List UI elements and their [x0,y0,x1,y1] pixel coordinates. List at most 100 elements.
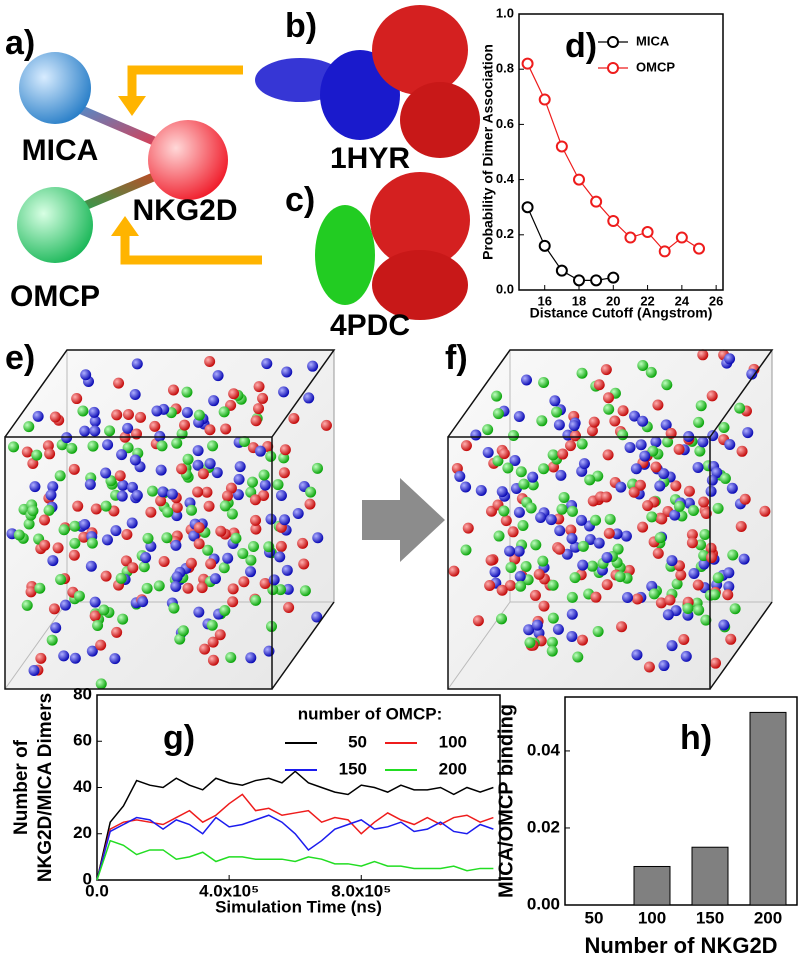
particle [232,489,244,501]
particle [485,554,497,566]
particle [115,572,127,584]
particle [192,445,204,457]
particle [617,429,629,441]
particle [705,552,717,564]
particle [719,472,731,484]
particle [13,529,25,541]
particle [100,570,112,582]
particle [492,408,504,420]
particle [652,547,664,559]
particle [140,552,152,564]
particle [529,589,541,601]
particle [219,605,231,617]
particle [95,678,107,690]
particle [69,520,81,532]
particle [116,490,128,502]
y-tick-label: 0.4 [496,171,515,186]
particle [161,532,173,544]
particle [698,558,710,570]
particle [489,566,501,578]
particle [615,481,627,493]
y-axis-label: NKG2D/MICA Dimers [35,693,56,882]
particle [226,508,238,520]
particle [292,507,304,519]
particle [42,440,54,452]
particle [525,502,537,514]
particle [43,504,55,516]
particle [176,463,188,475]
legend-marker [607,36,619,48]
particle [28,664,40,676]
bar [633,865,671,906]
particle [279,514,291,526]
particle [561,548,573,560]
marker [658,245,671,258]
particle [193,606,205,618]
particle [555,469,567,481]
particle [645,366,657,378]
particle [718,619,730,631]
particle [288,412,300,424]
particle [576,367,588,379]
particle [460,440,472,452]
particle [281,564,293,576]
particle [566,591,578,603]
panel-label: c) [285,181,315,219]
particle [590,591,602,603]
particle [504,545,516,557]
particle [475,485,487,497]
marker [693,242,705,255]
particle [250,514,262,526]
particle [545,514,557,526]
particle [21,599,33,611]
particle [710,657,722,669]
particle [723,567,735,579]
particle [521,374,533,386]
particle [100,467,112,479]
particle [258,489,270,501]
particle [662,436,674,448]
particle [650,461,662,473]
particle [170,539,182,551]
particle [482,447,494,459]
particle [472,615,484,627]
protein [372,250,468,320]
x-axis-label: Number of NKG2D [584,933,777,958]
particle [624,441,636,453]
series-line [96,814,494,881]
particle [709,589,721,601]
particle [549,395,561,407]
particle [253,381,265,393]
legend-label: MICA [636,33,670,48]
particle [23,518,35,530]
particle [514,570,526,582]
particle [568,420,580,432]
particle [253,403,265,415]
particle [629,410,641,422]
particle [693,416,705,428]
particle [249,494,261,506]
particle [527,471,539,483]
particle [680,650,692,662]
particle [108,505,120,517]
particle [493,530,505,542]
particle [275,490,287,502]
particle [554,543,566,555]
particle [586,425,598,437]
particle [699,529,711,541]
particle [130,428,142,440]
particle [84,478,96,490]
particle [193,409,205,421]
particle [157,486,169,498]
particle [303,392,315,404]
particle [8,441,20,453]
particle [151,405,163,417]
particle [79,519,91,531]
particle [89,415,101,427]
particle [600,491,612,503]
particle [113,377,125,389]
particle [656,513,668,525]
particle [665,427,677,439]
particle [662,609,674,621]
particle [576,438,588,450]
